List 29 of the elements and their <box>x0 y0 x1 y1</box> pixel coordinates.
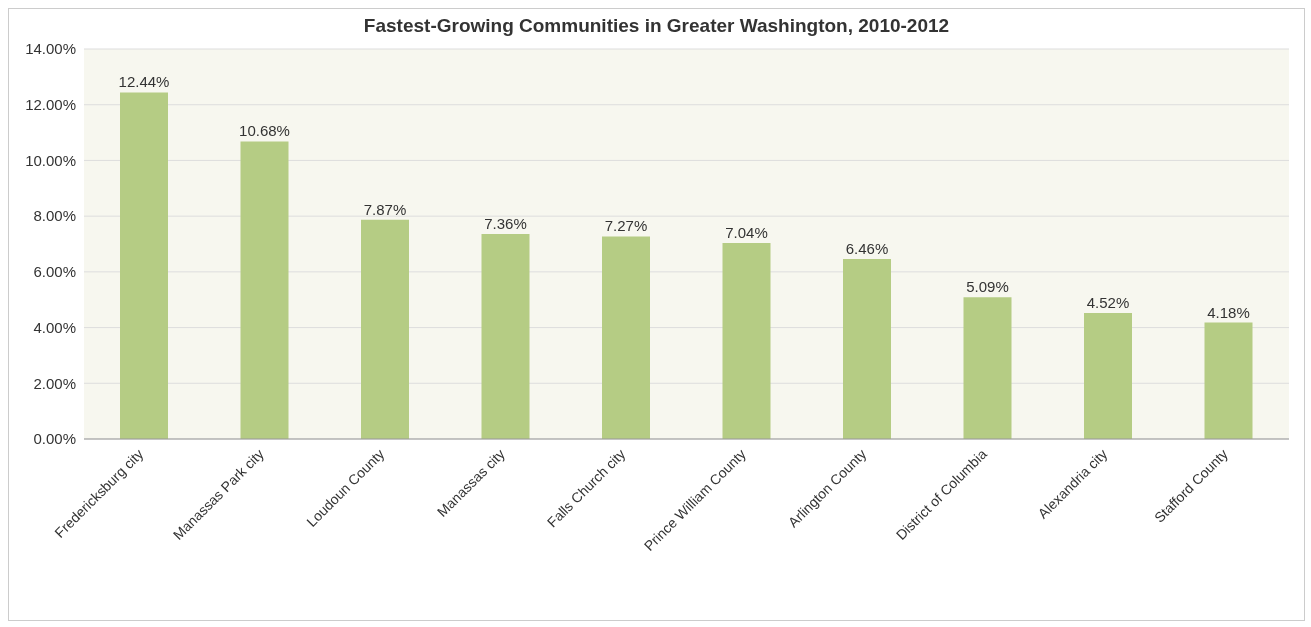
bar <box>240 141 289 439</box>
bar <box>120 92 168 439</box>
y-tick-label: 6.00% <box>33 263 76 281</box>
bar <box>843 259 891 439</box>
y-tick-label: 12.00% <box>25 96 76 114</box>
bar <box>361 219 409 439</box>
y-tick-label: 4.00% <box>33 318 76 336</box>
y-tick-label: 14.00% <box>25 40 76 58</box>
y-tick-label: 0.00% <box>33 430 76 448</box>
data-label: 7.04% <box>725 223 768 241</box>
bar <box>1084 313 1132 439</box>
data-label: 10.68% <box>239 122 290 140</box>
data-label: 7.27% <box>604 217 648 235</box>
y-tick-label: 8.00% <box>33 207 76 225</box>
bar <box>602 236 650 439</box>
y-tick-label: 2.00% <box>33 374 76 392</box>
bar <box>722 242 771 439</box>
bar <box>1204 322 1253 439</box>
data-label: 7.36% <box>484 214 527 232</box>
bar <box>963 297 1012 439</box>
data-label: 7.87% <box>363 200 407 218</box>
chart-title: Fastest-Growing Communities in Greater Washington, 2010-2012 <box>362 14 951 38</box>
data-label: 4.52% <box>1086 294 1130 312</box>
data-label: 4.18% <box>1207 303 1250 321</box>
y-tick-label: 10.00% <box>25 151 76 169</box>
data-label: 5.09% <box>966 278 1009 296</box>
data-label: 12.44% <box>118 73 170 91</box>
data-label: 6.46% <box>845 240 889 258</box>
bar <box>481 233 530 439</box>
